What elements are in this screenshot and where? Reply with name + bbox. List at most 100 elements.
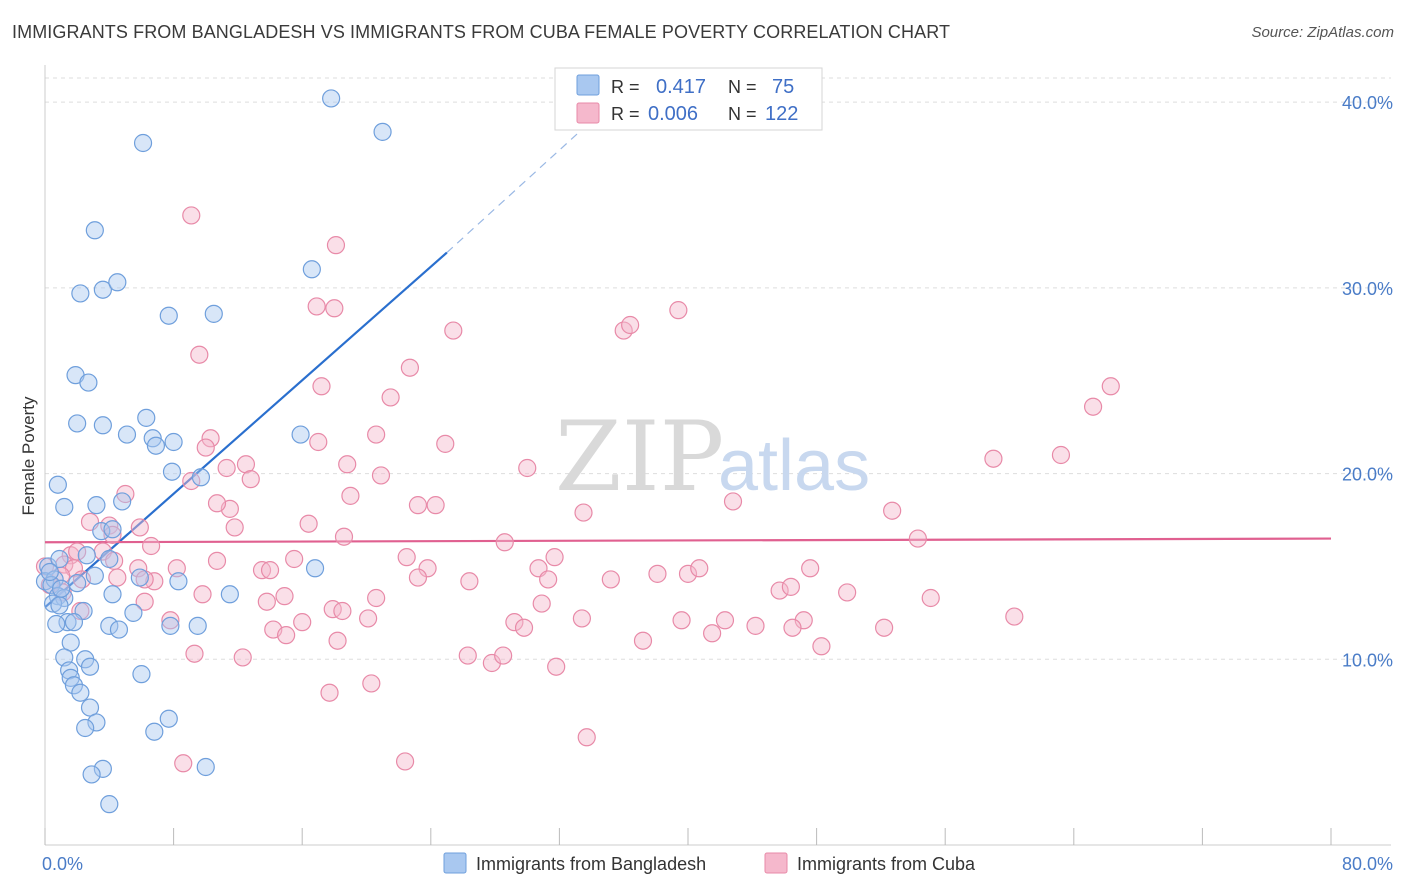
point-cuba bbox=[494, 646, 513, 665]
correlation-legend: R = 0.417 N = 75 R = 0.006 N = 122 bbox=[554, 67, 823, 131]
point-cuba bbox=[174, 754, 193, 773]
legend-r-value: 0.006 bbox=[648, 103, 698, 125]
legend-swatch-cuba bbox=[576, 102, 600, 124]
point-bangladesh bbox=[133, 133, 153, 153]
point-bangladesh bbox=[162, 462, 182, 481]
legend-n-label: N = bbox=[728, 104, 757, 124]
point-bangladesh bbox=[159, 709, 178, 728]
point-cuba bbox=[621, 315, 640, 335]
y-tick-label: 20.0% bbox=[1342, 465, 1393, 485]
point-cuba bbox=[678, 564, 698, 583]
point-cuba bbox=[746, 616, 765, 635]
point-bangladesh bbox=[137, 408, 156, 427]
point-cuba bbox=[182, 471, 201, 491]
point-cuba bbox=[397, 548, 416, 567]
point-cuba bbox=[672, 611, 691, 630]
point-bangladesh bbox=[43, 594, 63, 613]
point-cuba bbox=[241, 470, 260, 489]
point-cuba bbox=[794, 611, 813, 630]
point-bangladesh bbox=[71, 683, 90, 702]
series-label-cuba: Immigrants from Cuba bbox=[797, 854, 976, 874]
point-cuba bbox=[703, 624, 722, 643]
point-bangladesh bbox=[109, 620, 129, 639]
point-bangladesh bbox=[92, 522, 111, 541]
trend-line-cuba bbox=[44, 537, 1332, 544]
point-cuba bbox=[495, 533, 514, 552]
point-bangladesh bbox=[132, 665, 151, 684]
chart-title: IMMIGRANTS FROM BANGLADESH VS IMMIGRANTS… bbox=[12, 22, 951, 42]
point-bangladesh bbox=[188, 616, 207, 635]
point-bangladesh bbox=[47, 614, 66, 634]
point-cuba bbox=[921, 588, 940, 608]
point-bangladesh bbox=[113, 492, 132, 511]
point-bangladesh bbox=[117, 425, 137, 444]
point-cuba bbox=[129, 559, 148, 578]
point-bangladesh bbox=[42, 575, 61, 595]
legend-swatch-bangladesh bbox=[576, 74, 600, 96]
point-cuba bbox=[381, 388, 400, 407]
point-bangladesh bbox=[85, 221, 104, 240]
point-cuba bbox=[408, 568, 428, 587]
point-cuba bbox=[669, 301, 688, 320]
trend-line-bangladesh bbox=[44, 251, 448, 609]
point-cuba bbox=[233, 648, 252, 667]
point-bangladesh bbox=[124, 603, 143, 622]
point-cuba bbox=[293, 613, 312, 632]
point-cuba bbox=[334, 527, 354, 546]
point-bangladesh bbox=[191, 468, 211, 487]
x-tick-label: 80.0% bbox=[1342, 854, 1393, 874]
point-cuba bbox=[362, 674, 381, 693]
point-bangladesh bbox=[204, 304, 223, 323]
point-bangladesh bbox=[161, 616, 180, 635]
point-bangladesh bbox=[87, 496, 106, 515]
watermark: ZIP atlas bbox=[555, 401, 870, 513]
point-bangladesh bbox=[40, 562, 59, 582]
point-cuba bbox=[547, 657, 566, 676]
y-tick-label: 40.0% bbox=[1342, 93, 1393, 113]
point-bangladesh bbox=[50, 596, 69, 615]
point-cuba bbox=[1005, 607, 1024, 626]
point-cuba bbox=[984, 449, 1003, 468]
point-cuba bbox=[482, 653, 501, 673]
point-bangladesh bbox=[130, 568, 149, 587]
point-bangladesh bbox=[64, 676, 84, 695]
series-label-bangladesh: Immigrants from Bangladesh bbox=[476, 854, 706, 874]
point-bangladesh bbox=[169, 572, 188, 591]
point-bangladesh bbox=[64, 613, 84, 632]
point-cuba bbox=[574, 503, 593, 522]
axes bbox=[44, 65, 1391, 846]
point-cuba bbox=[328, 631, 347, 650]
point-bangladesh bbox=[80, 657, 100, 676]
point-cuba bbox=[225, 518, 244, 537]
point-cuba bbox=[161, 611, 180, 630]
point-cuba bbox=[572, 609, 592, 628]
point-bangladesh bbox=[76, 718, 95, 738]
point-cuba bbox=[648, 564, 667, 583]
point-cuba bbox=[444, 321, 463, 340]
point-bangladesh bbox=[71, 284, 90, 303]
point-bangladesh bbox=[77, 546, 96, 565]
point-cuba bbox=[333, 601, 352, 621]
point-bangladesh bbox=[51, 579, 71, 598]
y-tick-label: 30.0% bbox=[1342, 279, 1393, 299]
point-cuba bbox=[130, 518, 149, 537]
point-cuba bbox=[1051, 445, 1071, 465]
point-cuba bbox=[367, 588, 386, 608]
point-cuba bbox=[190, 345, 209, 364]
x-tick-label: 0.0% bbox=[42, 854, 83, 874]
point-bangladesh bbox=[159, 306, 178, 325]
point-cuba bbox=[135, 592, 154, 611]
point-cuba bbox=[418, 559, 437, 578]
point-cuba bbox=[812, 637, 831, 656]
point-cuba bbox=[436, 434, 455, 453]
series-swatch-cuba bbox=[764, 852, 788, 874]
point-cuba bbox=[367, 425, 386, 444]
point-bangladesh bbox=[103, 585, 122, 604]
point-cuba bbox=[103, 525, 122, 544]
point-cuba bbox=[338, 455, 357, 474]
watermark-zip: ZIP bbox=[555, 401, 724, 513]
point-cuba bbox=[260, 561, 280, 580]
point-cuba bbox=[883, 501, 902, 520]
point-cuba bbox=[532, 594, 551, 613]
